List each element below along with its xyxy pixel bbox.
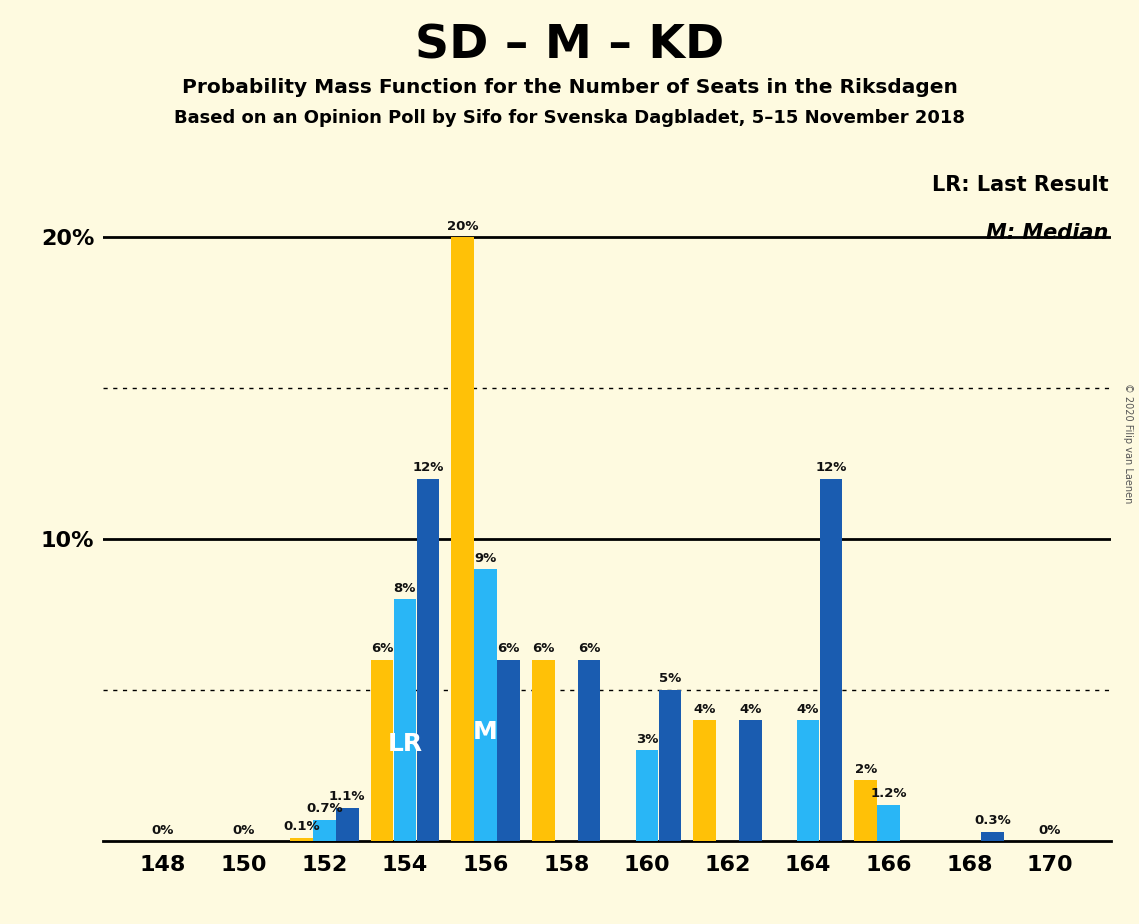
Text: 4%: 4% — [739, 702, 762, 715]
Text: Based on an Opinion Poll by Sifo for Svenska Dagbladet, 5–15 November 2018: Based on an Opinion Poll by Sifo for Sve… — [174, 109, 965, 127]
Text: LR: LR — [387, 732, 423, 756]
Text: 6%: 6% — [370, 642, 393, 655]
Bar — [313, 820, 336, 841]
Bar — [336, 808, 359, 841]
Bar — [577, 660, 600, 841]
Bar — [394, 600, 416, 841]
Bar — [498, 660, 519, 841]
Text: 6%: 6% — [532, 642, 555, 655]
Bar — [797, 720, 819, 841]
Text: SD – M – KD: SD – M – KD — [415, 23, 724, 68]
Bar — [854, 781, 877, 841]
Text: 1.2%: 1.2% — [870, 787, 907, 800]
Bar — [451, 237, 474, 841]
Bar — [981, 832, 1003, 841]
Bar — [636, 750, 658, 841]
Text: 0.7%: 0.7% — [306, 802, 343, 815]
Text: 6%: 6% — [498, 642, 519, 655]
Text: 0%: 0% — [1039, 824, 1062, 837]
Bar — [370, 660, 393, 841]
Text: 0%: 0% — [151, 824, 174, 837]
Bar — [290, 838, 312, 841]
Text: Probability Mass Function for the Number of Seats in the Riksdagen: Probability Mass Function for the Number… — [181, 78, 958, 97]
Bar — [694, 720, 715, 841]
Text: 4%: 4% — [797, 702, 819, 715]
Text: 1.1%: 1.1% — [329, 790, 366, 803]
Bar — [739, 720, 762, 841]
Text: 0.1%: 0.1% — [282, 821, 320, 833]
Text: 4%: 4% — [694, 702, 715, 715]
Bar — [820, 479, 843, 841]
Text: 5%: 5% — [658, 673, 681, 686]
Bar — [417, 479, 440, 841]
Bar — [877, 805, 900, 841]
Text: M: Median: M: Median — [986, 223, 1108, 243]
Text: M: M — [473, 720, 498, 744]
Text: 6%: 6% — [577, 642, 600, 655]
Text: 2%: 2% — [854, 763, 877, 776]
Text: 12%: 12% — [412, 461, 443, 474]
Text: 0.3%: 0.3% — [974, 814, 1010, 827]
Bar — [658, 690, 681, 841]
Text: LR: Last Result: LR: Last Result — [932, 176, 1108, 195]
Text: 0%: 0% — [232, 824, 255, 837]
Text: 3%: 3% — [636, 733, 658, 746]
Text: 8%: 8% — [394, 582, 416, 595]
Text: 20%: 20% — [446, 220, 478, 233]
Bar — [474, 569, 497, 841]
Text: 12%: 12% — [816, 461, 846, 474]
Text: 9%: 9% — [475, 552, 497, 565]
Text: © 2020 Filip van Laenen: © 2020 Filip van Laenen — [1123, 383, 1132, 504]
Bar — [532, 660, 555, 841]
